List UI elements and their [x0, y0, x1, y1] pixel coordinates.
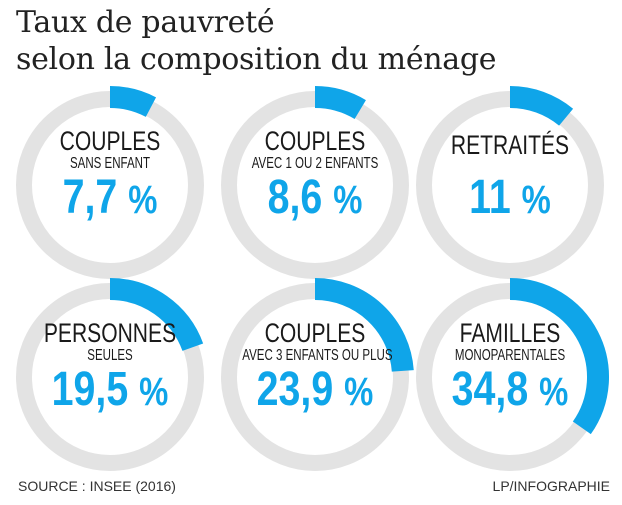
- donut-couples-sans-enfant: COUPLES SANS ENFANT 7,7 %: [9, 84, 211, 286]
- percent-sign: %: [128, 178, 158, 222]
- value-number: 23,9: [256, 363, 334, 416]
- value-label: 34,8 %: [427, 365, 593, 417]
- subtitle-label: AVEC 3 ENFANTS OU PLUS: [242, 347, 393, 364]
- title-line-1: Taux de pauvreté: [16, 5, 275, 40]
- category-label: PERSONNES: [43, 318, 177, 348]
- donut-text: PERSONNES SEULES 19,5 %: [9, 320, 211, 417]
- percent-sign: %: [344, 370, 374, 414]
- value-label: 7,7 %: [27, 173, 193, 225]
- donut-text: FAMILLES MONOPARENTALES 34,8 %: [409, 320, 611, 417]
- value-label: 8,6 %: [232, 173, 398, 225]
- donut-svg: [221, 278, 414, 471]
- value-number: 7,7: [62, 171, 118, 224]
- donut-couples-3-enfants-plus: COUPLES AVEC 3 ENFANTS OU PLUS 23,9 %: [214, 276, 416, 478]
- subtitle-label: SANS ENFANT: [69, 155, 151, 172]
- donut-track: [16, 283, 204, 471]
- category-label: COUPLES: [59, 126, 161, 156]
- donut-retraites: RETRAITÉS 11 %: [409, 84, 611, 286]
- value-number: 19,5: [51, 363, 129, 416]
- category-label: FAMILLES: [459, 318, 561, 348]
- percent-sign: %: [139, 370, 169, 414]
- value-label: 23,9 %: [232, 365, 398, 417]
- value-number: 8,6: [267, 171, 323, 224]
- category-label: COUPLES: [264, 318, 366, 348]
- value-number: 34,8: [451, 363, 529, 416]
- donut-arc: [509, 278, 609, 435]
- donut-arc: [509, 86, 574, 126]
- subtitle-label: MONOPARENTALES: [454, 347, 566, 364]
- donut-text: COUPLES AVEC 1 OU 2 ENFANTS 8,6 %: [214, 128, 416, 225]
- percent-sign: %: [521, 178, 551, 222]
- donut-svg: [16, 86, 204, 279]
- donut-arc: [109, 86, 157, 118]
- percent-sign: %: [539, 370, 569, 414]
- donut-svg: [16, 278, 204, 471]
- percent-sign: %: [333, 178, 363, 222]
- donut-arc: [314, 278, 414, 373]
- credit-note: LP/INFOGRAPHIE: [492, 478, 610, 494]
- chart-title: Taux de pauvreté selon la composition du…: [16, 4, 497, 78]
- value-label: 19,5 %: [27, 365, 193, 417]
- donut-personnes-seules: PERSONNES SEULES 19,5 %: [9, 276, 211, 478]
- donut-couples-1-2-enfants: COUPLES AVEC 1 OU 2 ENFANTS 8,6 %: [214, 84, 416, 286]
- donut-svg: [416, 86, 604, 279]
- donut-familles-monoparentales: FAMILLES MONOPARENTALES 34,8 %: [409, 276, 611, 478]
- donut-text: RETRAITÉS 11 %: [409, 132, 611, 225]
- donut-text: COUPLES AVEC 3 ENFANTS OU PLUS 23,9 %: [214, 320, 416, 417]
- subtitle-label: AVEC 1 OU 2 ENFANTS: [251, 155, 379, 172]
- source-note: SOURCE : INSEE (2016): [18, 478, 176, 494]
- value-number: 11: [469, 171, 511, 224]
- donut-svg: [416, 278, 609, 471]
- donut-arc: [314, 86, 366, 120]
- category-label: COUPLES: [264, 126, 366, 156]
- title-line-2: selon la composition du ménage: [16, 42, 497, 77]
- value-label: 11 %: [427, 173, 593, 225]
- donut-track: [416, 91, 604, 279]
- donut-svg: [221, 86, 409, 279]
- donut-text: COUPLES SANS ENFANT 7,7 %: [9, 128, 211, 225]
- subtitle-label: SEULES: [87, 347, 133, 364]
- donut-track: [221, 283, 409, 471]
- donut-arc: [109, 278, 204, 352]
- category-label: RETRAITÉS: [450, 130, 570, 160]
